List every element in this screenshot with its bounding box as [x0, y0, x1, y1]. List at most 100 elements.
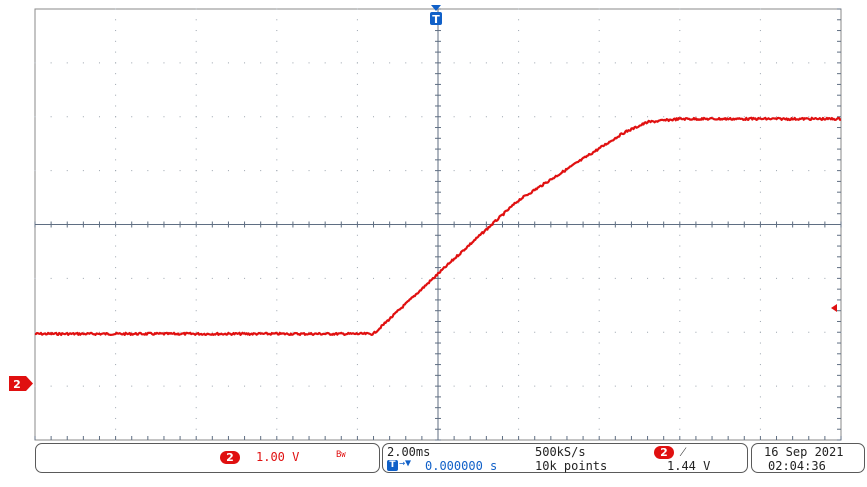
grid-dot — [324, 170, 326, 172]
grid-dot — [501, 385, 503, 387]
grid-dot — [389, 116, 391, 118]
grid-dot — [518, 353, 520, 355]
grid-dot — [776, 277, 778, 279]
grid-dot — [582, 62, 584, 64]
grid-dot — [131, 116, 133, 118]
grid-dot — [389, 331, 391, 333]
grid-dot — [679, 30, 681, 32]
grid-dot — [679, 342, 681, 344]
grid-dot — [453, 62, 455, 64]
grid-dot — [598, 191, 600, 193]
grid-dot — [340, 277, 342, 279]
trigger-offset: 0.000000 s — [425, 459, 498, 473]
grid-dot — [469, 277, 471, 279]
grid-dot — [598, 396, 600, 398]
grid-dot — [244, 385, 246, 387]
grid-dot — [518, 127, 520, 129]
grid-dot — [518, 94, 520, 96]
grid-dot — [679, 137, 681, 139]
grid-dot — [34, 62, 36, 64]
grid-dot — [582, 385, 584, 387]
grid-dot — [679, 417, 681, 419]
grid-dot — [518, 299, 520, 301]
grid-dot — [356, 310, 358, 312]
channel-2-ground-marker[interactable]: 2 — [9, 376, 33, 391]
grid-dot — [759, 159, 761, 161]
grid-dot — [630, 116, 632, 118]
grid-dot — [598, 299, 600, 301]
grid-dot — [98, 385, 100, 387]
grid-dot — [598, 407, 600, 409]
grid-dot — [469, 170, 471, 172]
grid-dot — [759, 342, 761, 344]
grid-dot — [727, 331, 729, 333]
grid-dot — [195, 191, 197, 193]
grid-dot — [260, 277, 262, 279]
grid-dot — [195, 417, 197, 419]
grid-dot — [679, 374, 681, 376]
channel-readout-panel[interactable]: 2 1.00 V BW — [35, 443, 380, 473]
grid-dot — [759, 116, 761, 118]
grid-dot — [356, 159, 358, 161]
grid-dot — [743, 277, 745, 279]
grid-dot — [776, 331, 778, 333]
trigger-position-marker[interactable]: T — [430, 5, 442, 26]
grid-dot — [147, 385, 149, 387]
grid-dot — [211, 385, 213, 387]
grid-dot — [792, 331, 794, 333]
grid-dot — [356, 245, 358, 247]
grid-dot — [614, 116, 616, 118]
grid-dot — [711, 331, 713, 333]
grid-dot — [518, 148, 520, 150]
grid-dot — [518, 396, 520, 398]
grid-dot — [34, 116, 36, 118]
grid-dot — [743, 331, 745, 333]
grid-dot — [34, 170, 36, 172]
grid-dot — [356, 213, 358, 215]
grid-dot — [115, 73, 117, 75]
svg-text:T: T — [432, 13, 440, 26]
grid-dot — [405, 62, 407, 64]
grid-dot — [276, 202, 278, 204]
grid-dot — [195, 105, 197, 107]
trigger-level-marker[interactable] — [831, 304, 837, 312]
grid-dot — [679, 83, 681, 85]
time-label: 02:04:36 — [768, 459, 826, 473]
grid-dot — [518, 137, 520, 139]
grid-dot — [50, 331, 52, 333]
grid-dot — [566, 170, 568, 172]
grid-dot — [759, 180, 761, 182]
grid-dot — [759, 234, 761, 236]
svg-text:2: 2 — [13, 378, 21, 391]
grid-dot — [550, 170, 552, 172]
grid-dot — [373, 62, 375, 64]
grid-dot — [276, 407, 278, 409]
timebase-readout-panel[interactable]: 2.00ms T →▼ 0.000000 s 500kS/s 10k point… — [382, 443, 748, 473]
grid-dot — [66, 62, 68, 64]
grid-dot — [115, 180, 117, 182]
grid-dot — [115, 331, 117, 333]
grid-dot — [759, 94, 761, 96]
grid-dot — [679, 256, 681, 258]
grid-dot — [227, 62, 229, 64]
grid-dot — [776, 116, 778, 118]
grid-dot — [34, 385, 36, 387]
grid-dot — [501, 116, 503, 118]
grid-dot — [356, 148, 358, 150]
grid-dot — [647, 385, 649, 387]
grid-dot — [356, 191, 358, 193]
grid-dot — [292, 277, 294, 279]
grid-dot — [679, 277, 681, 279]
grid-dot — [308, 116, 310, 118]
grid-dot — [131, 277, 133, 279]
grid-dot — [115, 256, 117, 258]
grid-dot — [421, 331, 423, 333]
grid-dot — [115, 191, 117, 193]
grid-dot — [276, 245, 278, 247]
grid-dot — [598, 353, 600, 355]
grid-dot — [405, 170, 407, 172]
grid-dot — [518, 51, 520, 53]
grid-dot — [598, 73, 600, 75]
grid-dot — [405, 116, 407, 118]
grid-dot — [759, 407, 761, 409]
